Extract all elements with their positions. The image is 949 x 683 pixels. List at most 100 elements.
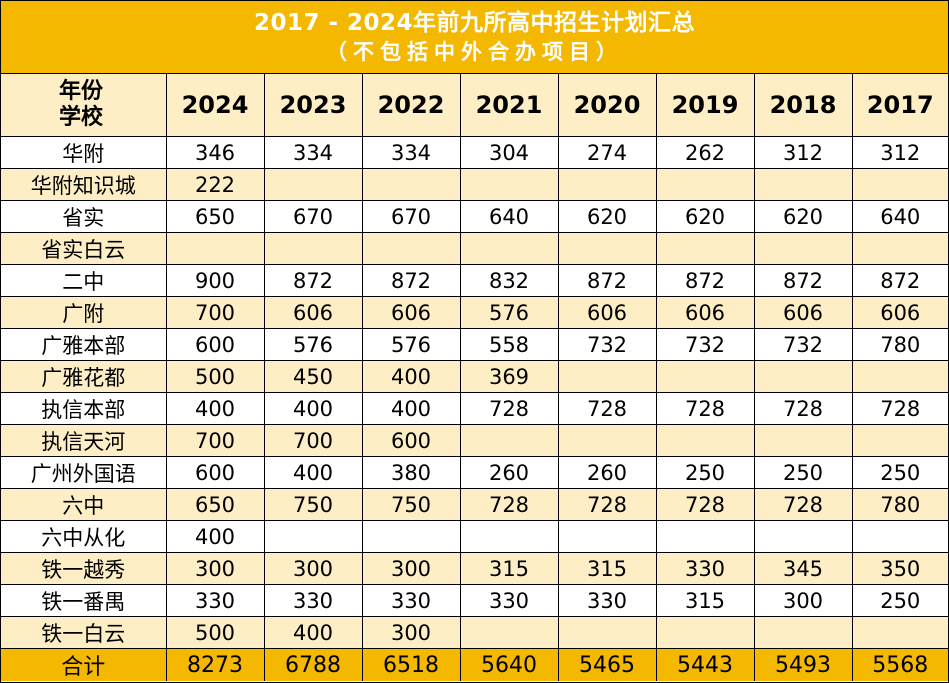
quota-cell: 728 bbox=[459, 488, 559, 521]
quota-cell: 300 bbox=[263, 552, 363, 585]
title-banner: 2017 - 2024年前九所高中招生计划汇总 （不包括中外合办项目） bbox=[1, 1, 948, 74]
school-name-cell: 广州外国语 bbox=[1, 456, 167, 489]
table-row: 执信本部 400 400 400 728 728 728 728 728 bbox=[1, 392, 948, 425]
quota-cell: 640 bbox=[851, 200, 948, 233]
quota-cell: 700 bbox=[165, 424, 265, 457]
quota-cell: 400 bbox=[165, 392, 265, 425]
school-name-cell: 六中从化 bbox=[1, 520, 167, 553]
quota-cell bbox=[459, 232, 559, 265]
quota-cell: 315 bbox=[557, 552, 657, 585]
table-row: 省实白云 bbox=[1, 232, 948, 265]
quota-cell bbox=[655, 360, 755, 393]
school-name-cell: 省实白云 bbox=[1, 232, 167, 265]
quota-cell: 700 bbox=[263, 424, 363, 457]
table-row: 铁一白云 500 400 300 bbox=[1, 616, 948, 649]
quota-cell: 620 bbox=[557, 200, 657, 233]
quota-cell: 732 bbox=[753, 328, 853, 361]
quota-cell: 728 bbox=[655, 488, 755, 521]
quota-cell: 606 bbox=[557, 296, 657, 329]
quota-cell bbox=[655, 520, 755, 553]
quota-cell: 780 bbox=[851, 328, 948, 361]
quota-cell: 606 bbox=[753, 296, 853, 329]
quota-cell bbox=[655, 616, 755, 649]
quota-cell: 900 bbox=[165, 264, 265, 297]
quota-cell bbox=[753, 360, 853, 393]
header-row: 年份 学校 2024 2023 2022 2021 2020 2019 2018… bbox=[1, 74, 948, 137]
quota-cell: 600 bbox=[165, 328, 265, 361]
quota-cell: 315 bbox=[459, 552, 559, 585]
quota-cell: 330 bbox=[655, 552, 755, 585]
quota-cell: 732 bbox=[557, 328, 657, 361]
quota-cell bbox=[851, 232, 948, 265]
quota-cell: 728 bbox=[655, 392, 755, 425]
quota-cell bbox=[361, 168, 461, 201]
quota-cell: 872 bbox=[361, 264, 461, 297]
quota-cell: 369 bbox=[459, 360, 559, 393]
quota-cell: 400 bbox=[263, 616, 363, 649]
school-name-cell: 铁一越秀 bbox=[1, 552, 167, 585]
year-header-2021: 2021 bbox=[459, 74, 559, 137]
total-cell: 6518 bbox=[361, 648, 461, 681]
quota-cell: 750 bbox=[361, 488, 461, 521]
quota-cell: 728 bbox=[557, 488, 657, 521]
quota-cell: 872 bbox=[655, 264, 755, 297]
quota-cell bbox=[557, 616, 657, 649]
table-row: 省实 650 670 670 640 620 620 620 640 bbox=[1, 200, 948, 233]
quota-cell bbox=[165, 232, 265, 265]
quota-cell bbox=[361, 520, 461, 553]
quota-cell: 728 bbox=[851, 392, 948, 425]
year-header-2023: 2023 bbox=[263, 74, 363, 137]
quota-cell: 250 bbox=[851, 584, 948, 617]
quota-cell: 260 bbox=[459, 456, 559, 489]
quota-cell bbox=[459, 424, 559, 457]
table-row: 六中 650 750 750 728 728 728 728 780 bbox=[1, 488, 948, 521]
school-name-cell: 华附知识城 bbox=[1, 168, 167, 201]
quota-cell bbox=[655, 168, 755, 201]
quota-cell: 400 bbox=[165, 520, 265, 553]
quota-cell: 400 bbox=[263, 392, 363, 425]
school-name-cell: 广雅花都 bbox=[1, 360, 167, 393]
quota-cell bbox=[753, 168, 853, 201]
quota-cell: 606 bbox=[361, 296, 461, 329]
table-body: 华附 346 334 334 304 274 262 312 312 华附知识城 222 省实 650 6… bbox=[1, 136, 948, 649]
quota-cell: 350 bbox=[851, 552, 948, 585]
total-cell: 5640 bbox=[459, 648, 559, 681]
quota-cell: 728 bbox=[753, 488, 853, 521]
quota-cell: 300 bbox=[361, 616, 461, 649]
quota-cell: 606 bbox=[263, 296, 363, 329]
quota-cell: 620 bbox=[655, 200, 755, 233]
quota-cell: 300 bbox=[753, 584, 853, 617]
quota-cell: 330 bbox=[459, 584, 559, 617]
quota-cell: 832 bbox=[459, 264, 559, 297]
quota-cell: 600 bbox=[361, 424, 461, 457]
year-header-2020: 2020 bbox=[557, 74, 657, 137]
quota-cell bbox=[557, 168, 657, 201]
quota-cell bbox=[263, 520, 363, 553]
quota-cell: 640 bbox=[459, 200, 559, 233]
school-name-cell: 广附 bbox=[1, 296, 167, 329]
quota-cell bbox=[263, 232, 363, 265]
quota-cell bbox=[655, 424, 755, 457]
quota-cell bbox=[459, 616, 559, 649]
quota-cell: 304 bbox=[459, 136, 559, 169]
quota-cell bbox=[753, 616, 853, 649]
quota-cell: 576 bbox=[263, 328, 363, 361]
total-cell: 5493 bbox=[753, 648, 853, 681]
quota-cell: 700 bbox=[165, 296, 265, 329]
table-row: 铁一越秀 300 300 300 315 315 330 345 350 bbox=[1, 552, 948, 585]
quota-cell bbox=[557, 424, 657, 457]
year-header-2022: 2022 bbox=[361, 74, 461, 137]
table-row: 执信天河 700 700 600 bbox=[1, 424, 948, 457]
school-name-cell: 省实 bbox=[1, 200, 167, 233]
quota-cell: 728 bbox=[753, 392, 853, 425]
table-row: 广州外国语 600 400 380 260 260 250 250 250 bbox=[1, 456, 948, 489]
quota-cell bbox=[753, 520, 853, 553]
quota-cell: 732 bbox=[655, 328, 755, 361]
enrollment-table: 年份 学校 2024 2023 2022 2021 2020 2019 2018… bbox=[1, 74, 948, 681]
total-cell: 5568 bbox=[851, 648, 948, 681]
quota-cell: 260 bbox=[557, 456, 657, 489]
quota-cell: 400 bbox=[361, 360, 461, 393]
quota-cell: 650 bbox=[165, 200, 265, 233]
quota-cell: 558 bbox=[459, 328, 559, 361]
quota-cell: 315 bbox=[655, 584, 755, 617]
